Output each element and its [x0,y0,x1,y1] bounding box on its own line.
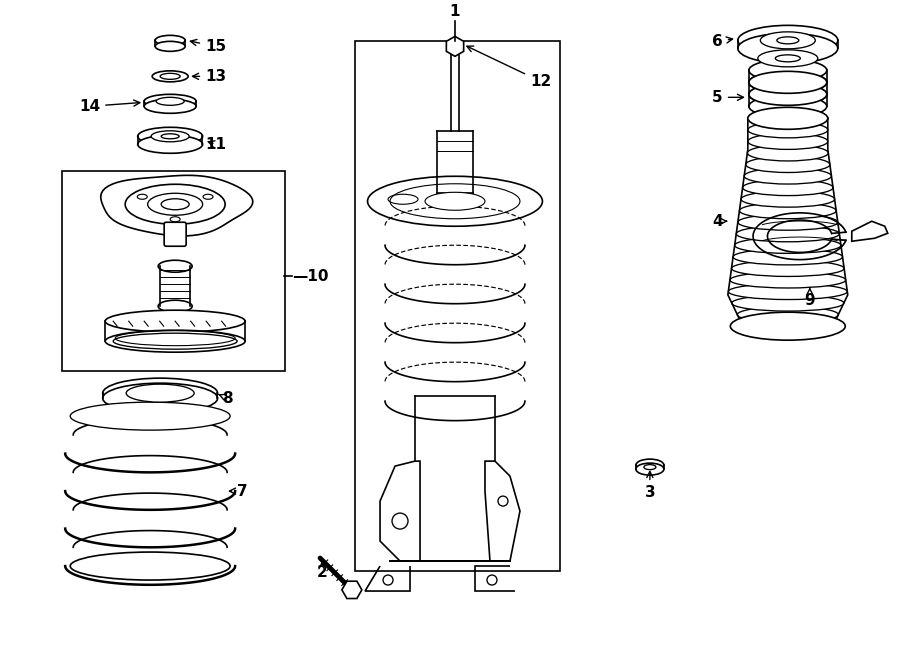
Ellipse shape [103,378,218,408]
Ellipse shape [730,312,845,340]
Ellipse shape [158,300,192,312]
Ellipse shape [738,214,838,230]
Ellipse shape [158,260,192,272]
Ellipse shape [126,384,194,402]
Text: 13: 13 [193,69,226,84]
Polygon shape [851,221,887,241]
Text: 5: 5 [712,90,743,105]
Ellipse shape [736,226,840,242]
Text: 15: 15 [191,39,226,54]
Ellipse shape [155,35,185,46]
Ellipse shape [746,157,830,173]
Ellipse shape [70,552,230,580]
Ellipse shape [367,176,543,226]
Circle shape [487,575,497,585]
Ellipse shape [425,192,485,210]
Circle shape [498,496,508,506]
Text: 3: 3 [644,471,655,500]
Ellipse shape [636,459,664,471]
Ellipse shape [730,272,846,288]
Ellipse shape [203,194,213,199]
Ellipse shape [170,217,180,221]
Text: 4: 4 [712,214,726,229]
Ellipse shape [138,194,148,199]
Ellipse shape [644,465,656,469]
Ellipse shape [103,383,218,413]
Polygon shape [753,213,846,260]
Ellipse shape [636,463,664,475]
Ellipse shape [742,180,833,196]
Text: 6: 6 [712,34,733,49]
Text: 7: 7 [230,484,248,498]
Text: 14: 14 [79,98,140,114]
Polygon shape [101,175,253,236]
Ellipse shape [748,134,828,149]
Ellipse shape [749,83,827,105]
Text: 2: 2 [317,562,328,580]
Ellipse shape [161,199,189,210]
Polygon shape [342,581,362,598]
Ellipse shape [749,71,827,93]
Text: 11: 11 [205,137,226,152]
Ellipse shape [160,73,180,79]
Ellipse shape [113,333,237,349]
Ellipse shape [728,284,847,299]
Ellipse shape [749,59,827,81]
Ellipse shape [144,99,196,113]
Ellipse shape [749,71,827,93]
Ellipse shape [151,131,189,142]
Ellipse shape [734,237,841,253]
FancyBboxPatch shape [164,222,186,247]
Ellipse shape [738,25,838,56]
Text: 1: 1 [450,5,460,19]
Ellipse shape [747,145,828,161]
Ellipse shape [748,107,828,130]
Bar [62,171,285,371]
Polygon shape [446,36,464,56]
Ellipse shape [105,330,245,352]
Ellipse shape [740,203,836,219]
Ellipse shape [749,83,827,105]
Circle shape [383,575,393,585]
Ellipse shape [760,32,815,49]
Ellipse shape [742,318,833,334]
Ellipse shape [157,97,184,105]
Ellipse shape [161,134,179,139]
Ellipse shape [152,71,188,82]
Ellipse shape [70,402,230,430]
Ellipse shape [734,249,842,265]
Circle shape [392,513,408,529]
Ellipse shape [732,260,844,276]
Ellipse shape [748,122,828,138]
Ellipse shape [738,33,838,63]
Text: 12: 12 [467,46,551,89]
Ellipse shape [138,128,202,145]
Ellipse shape [741,191,834,207]
Ellipse shape [775,55,800,62]
Polygon shape [380,461,420,561]
Ellipse shape [748,110,828,126]
Ellipse shape [749,95,827,117]
Ellipse shape [777,37,799,44]
Bar [356,42,560,571]
Ellipse shape [758,50,818,67]
Ellipse shape [737,307,838,323]
Ellipse shape [144,95,196,108]
Ellipse shape [148,193,202,215]
Text: —10: —10 [292,269,328,284]
Text: 9: 9 [805,288,815,308]
Polygon shape [485,461,520,561]
Ellipse shape [155,42,185,52]
Ellipse shape [732,295,844,311]
Ellipse shape [105,310,245,332]
Ellipse shape [138,136,202,153]
Text: 8: 8 [219,391,233,406]
Ellipse shape [744,168,832,184]
